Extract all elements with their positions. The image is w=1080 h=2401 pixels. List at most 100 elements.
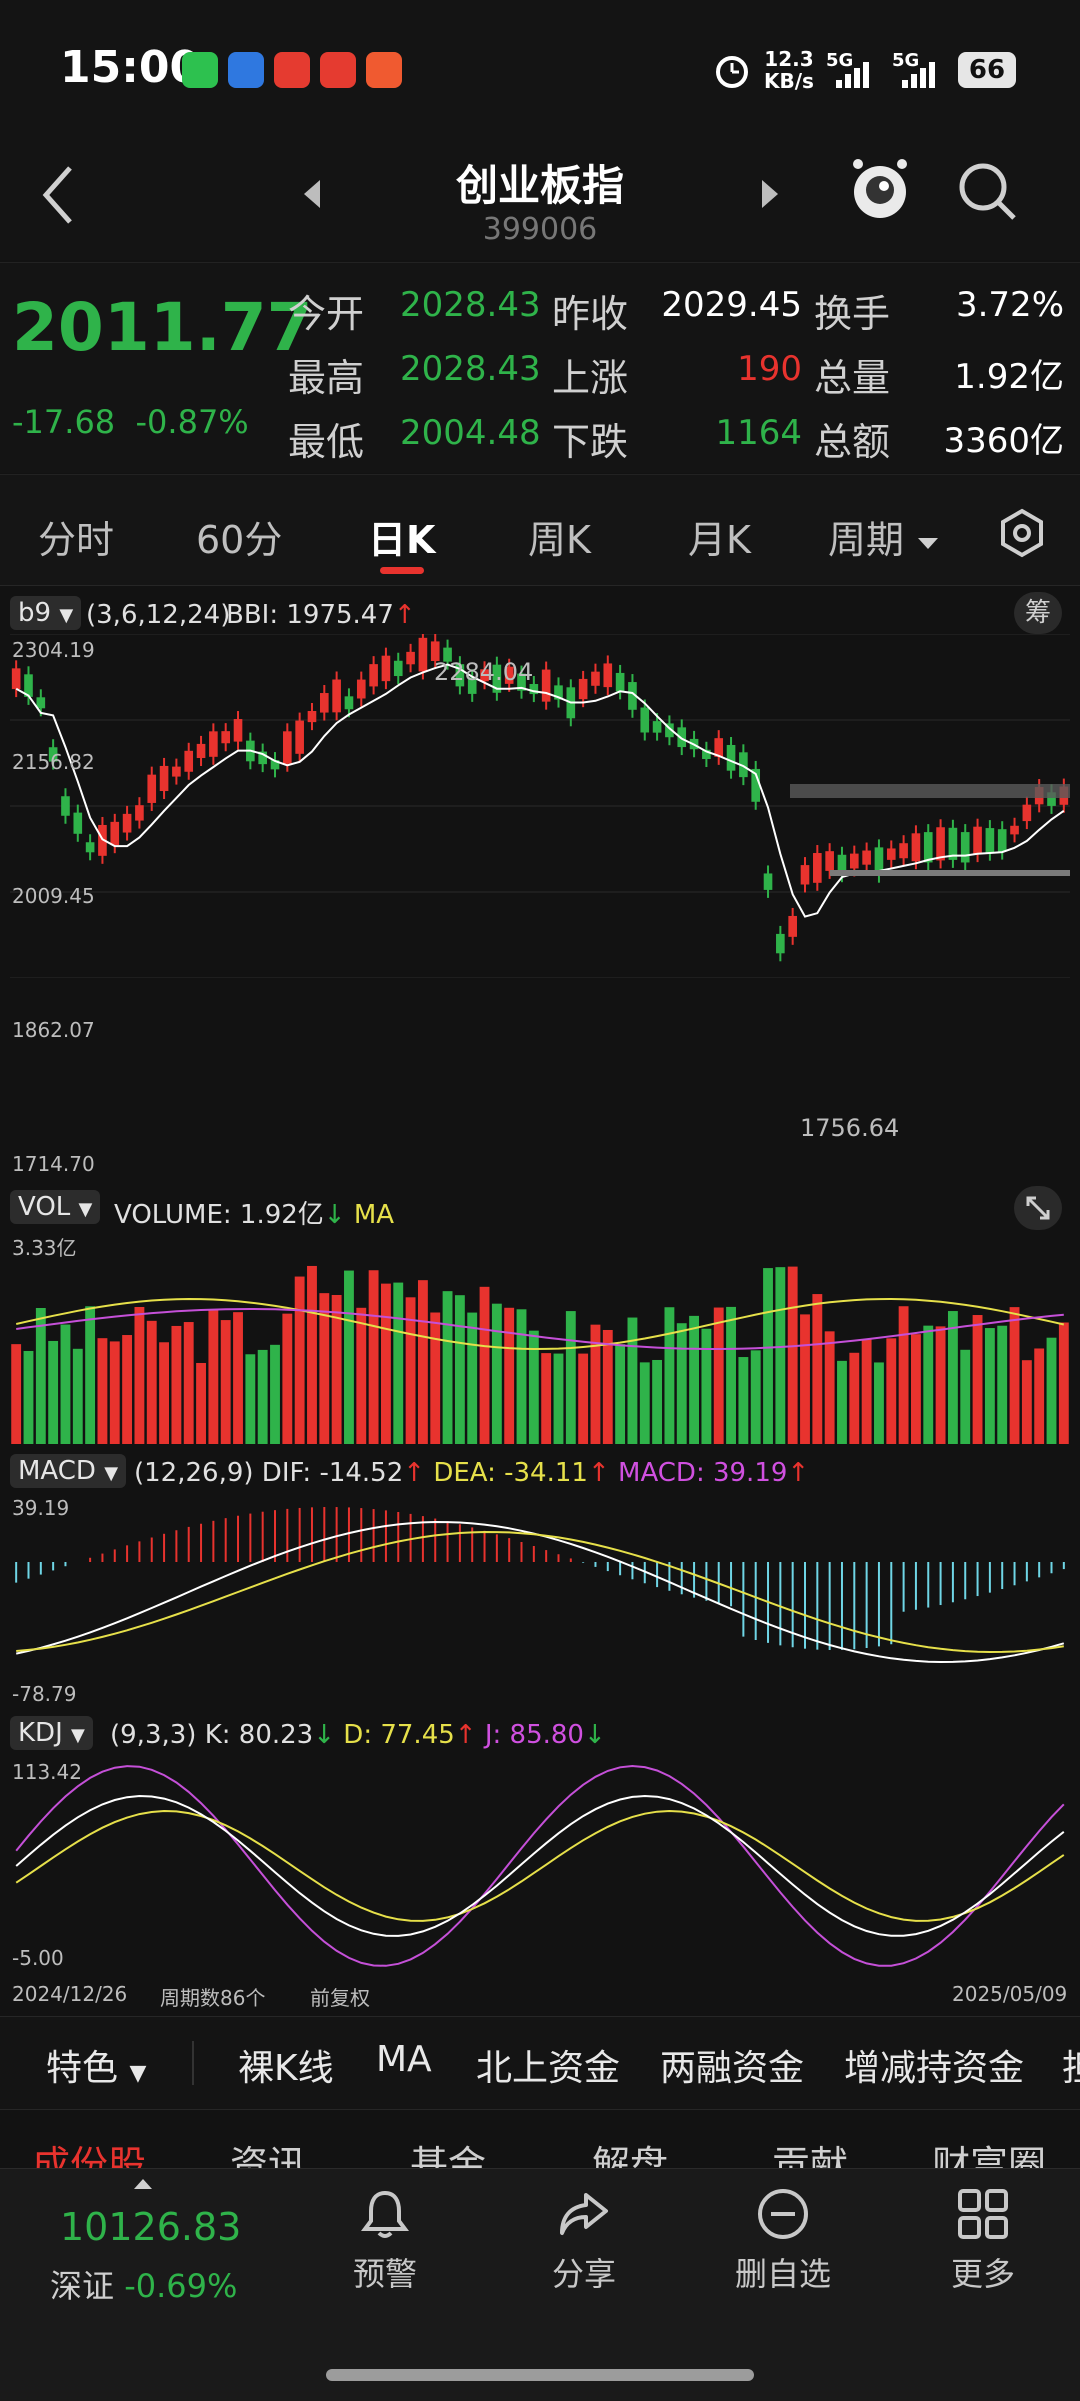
candle-body bbox=[98, 824, 107, 856]
candle-body bbox=[1047, 792, 1056, 806]
main-indicator-params: (3,6,12,24) bbox=[86, 600, 231, 630]
volume-bar bbox=[602, 1329, 613, 1444]
status-bar: 15:00 12.3 KB/s 5G 5G 66 bbox=[0, 0, 1080, 130]
volume-bar bbox=[911, 1334, 921, 1444]
search-icon[interactable] bbox=[956, 160, 1020, 224]
candlestick-chart[interactable] bbox=[10, 634, 1070, 978]
candle-body bbox=[480, 669, 489, 682]
macd-indicator-dropdown[interactable]: MACD ▼ bbox=[10, 1454, 127, 1488]
prev-stock-icon[interactable] bbox=[300, 176, 324, 212]
volume-bar bbox=[627, 1317, 638, 1444]
vol-ma-line-2 bbox=[16, 1307, 1064, 1350]
volume-bar bbox=[874, 1362, 884, 1444]
candle-body bbox=[936, 827, 945, 861]
section-constituents[interactable]: 成份股 bbox=[32, 2143, 147, 2172]
candle-body bbox=[973, 826, 982, 855]
index-summary[interactable]: 深证 -0.69% bbox=[50, 2267, 238, 2305]
section-news[interactable]: 资讯 bbox=[230, 2143, 307, 2172]
macd-chart[interactable] bbox=[10, 1492, 1070, 1706]
section-wealth-circle[interactable]: 财富圈 bbox=[932, 2143, 1047, 2172]
nav-share-label[interactable]: 分享 bbox=[551, 2255, 616, 2293]
candle-body bbox=[455, 664, 465, 687]
candle-body bbox=[788, 915, 797, 937]
nav-remove-label[interactable]: 删自选 bbox=[734, 2255, 831, 2293]
candle-body bbox=[467, 677, 477, 694]
feature-dropdown[interactable]: 特色 ▼ bbox=[46, 2048, 147, 2089]
settings-icon[interactable] bbox=[996, 507, 1048, 559]
volume-bar bbox=[430, 1312, 441, 1444]
volume-bar bbox=[122, 1335, 133, 1444]
tab-60min[interactable]: 60分 bbox=[196, 518, 283, 562]
candle-body bbox=[209, 731, 218, 757]
feature-margin[interactable]: 两融资金 bbox=[660, 2048, 805, 2089]
kdj-chart[interactable] bbox=[10, 1756, 1070, 1976]
expand-icon[interactable] bbox=[1014, 1186, 1062, 1230]
d-line bbox=[15, 1809, 1065, 1922]
volume-bar bbox=[972, 1315, 983, 1444]
candle-body bbox=[862, 850, 871, 865]
candle-body bbox=[172, 766, 181, 777]
volume-bar bbox=[344, 1270, 354, 1444]
candle-body bbox=[122, 813, 132, 833]
tab-daily-k[interactable]: 日K bbox=[368, 518, 436, 562]
expand-up-icon[interactable] bbox=[132, 2177, 154, 2191]
tab-weekly-k[interactable]: 周K bbox=[528, 518, 591, 562]
next-stock-icon[interactable] bbox=[758, 176, 782, 212]
volume-bar bbox=[467, 1312, 478, 1444]
feature-naked-k[interactable]: 裸K线 bbox=[238, 2048, 334, 2089]
down-count-value: 1164 bbox=[715, 413, 802, 453]
volume-bar bbox=[800, 1314, 810, 1444]
turnover-value: 3.72% bbox=[955, 285, 1064, 325]
candle-body bbox=[393, 660, 403, 677]
volume-bar bbox=[787, 1266, 798, 1444]
volume-bar bbox=[689, 1315, 699, 1444]
macd-values: (12,26,9) DIF: -14.52↑ DEA: -34.11↑ MACD… bbox=[134, 1458, 810, 1488]
volume-bar bbox=[775, 1267, 786, 1444]
open-label: 今开 bbox=[288, 292, 365, 336]
y-label-top: 2304.19 bbox=[12, 638, 95, 662]
tab-period-dropdown[interactable]: 周期 bbox=[828, 509, 940, 564]
bbi-value: BBI: 1975.47↑ bbox=[226, 600, 416, 630]
tab-monthly-k[interactable]: 月K bbox=[688, 518, 751, 562]
volume-bar bbox=[861, 1339, 872, 1444]
volume-chart[interactable] bbox=[10, 1226, 1070, 1444]
prev-close-value: 2029.45 bbox=[661, 285, 802, 325]
volume-bar bbox=[479, 1286, 490, 1444]
red-app-icon-2 bbox=[320, 52, 356, 88]
volume-value: 1.92亿 bbox=[954, 357, 1064, 397]
feature-holdings[interactable]: 增减持资金 bbox=[844, 2048, 1025, 2089]
nav-more-label[interactable]: 更多 bbox=[950, 2255, 1015, 2293]
resistance-zone bbox=[790, 784, 1070, 798]
feature-ma[interactable]: MA bbox=[376, 2039, 432, 2080]
sim2-label: 5G bbox=[892, 50, 920, 71]
section-analysis[interactable]: 解盘 bbox=[592, 2143, 669, 2172]
kline-chart-area[interactable]: b9 ▼ (3,6,12,24) BBI: 1975.47↑ 筹 2304.19… bbox=[0, 586, 1080, 2016]
volume-bar bbox=[159, 1342, 169, 1444]
candle-body bbox=[24, 674, 33, 697]
candle-body bbox=[923, 832, 933, 863]
nav-alert-label[interactable]: 预警 bbox=[352, 2255, 417, 2293]
kdj-indicator-dropdown[interactable]: KDJ ▼ bbox=[10, 1716, 93, 1750]
section-funds[interactable]: 基金 bbox=[410, 2143, 487, 2172]
main-indicator-dropdown[interactable]: b9 ▼ bbox=[10, 596, 82, 630]
feature-northbound[interactable]: 北上资金 bbox=[476, 2048, 621, 2089]
volume-bar bbox=[381, 1283, 391, 1444]
feature-more[interactable]: 担 bbox=[1062, 2039, 1080, 2091]
volume-bar bbox=[615, 1344, 626, 1444]
volume-bar bbox=[1058, 1322, 1069, 1444]
back-icon[interactable] bbox=[38, 160, 78, 230]
volume-bar bbox=[85, 1306, 96, 1444]
candle-body bbox=[702, 749, 711, 760]
candle-body bbox=[258, 751, 267, 765]
tab-intraday[interactable]: 分时 bbox=[38, 518, 115, 562]
up-count-label: 上涨 bbox=[552, 356, 629, 400]
macd-y-top: 39.19 bbox=[12, 1496, 70, 1520]
volume-bar bbox=[183, 1322, 194, 1444]
vol-indicator-dropdown[interactable]: VOL ▼ bbox=[10, 1190, 101, 1224]
assistant-icon[interactable] bbox=[848, 154, 912, 226]
volume-bar bbox=[282, 1313, 293, 1444]
candle-body bbox=[1010, 825, 1019, 835]
section-contribution[interactable]: 贡献 bbox=[772, 2143, 849, 2172]
candle-body bbox=[541, 669, 551, 702]
chip-distribution-button[interactable]: 筹 bbox=[1014, 592, 1062, 634]
